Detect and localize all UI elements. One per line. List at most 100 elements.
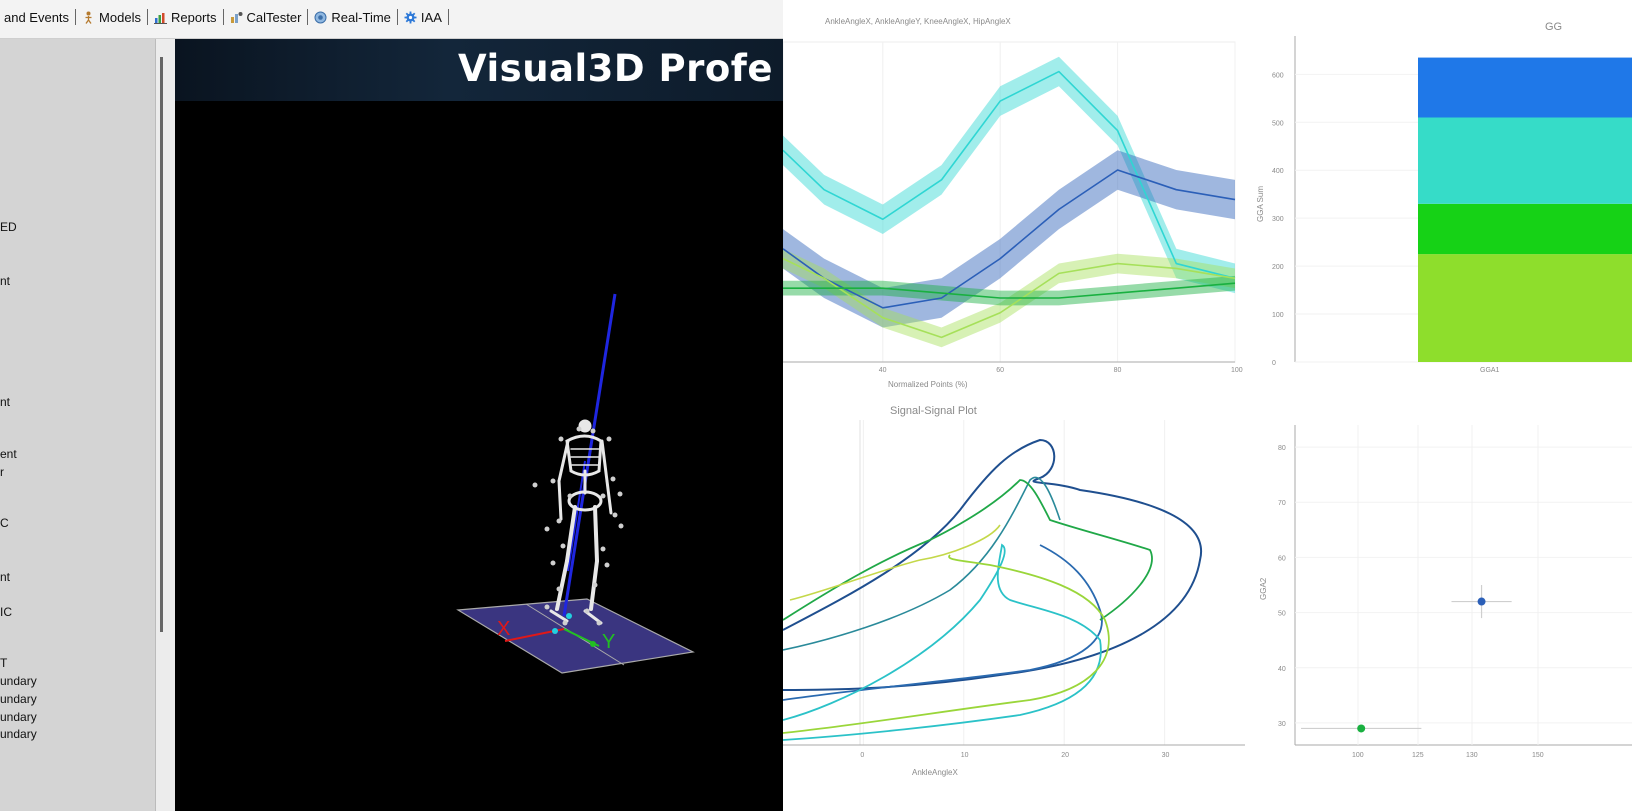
toolbar-separator	[147, 9, 148, 25]
chart-title: AnkleAngleX, AnkleAngleY, KneeAngleX, Hi…	[825, 17, 1011, 26]
toolbar-separator	[307, 9, 308, 25]
bar-segment-bar_lime	[1418, 254, 1632, 362]
x-tick-label: 100	[1231, 367, 1243, 374]
signal-signal-chart[interactable]: Signal-Signal Plot 0 10 20 30 AnkleAngleX	[783, 405, 1245, 777]
y-axis-label: GGA Sum	[1256, 186, 1265, 222]
y-axis-label: Y	[602, 631, 615, 653]
loop-cyan	[783, 545, 1101, 740]
toolbar-separator	[448, 9, 449, 25]
tree-item[interactable]: ent	[0, 447, 17, 461]
skeleton-scene[interactable]: X Y	[175, 101, 783, 811]
x-tick-label: 20	[1061, 752, 1069, 759]
caltester-icon	[230, 11, 243, 24]
y-tick-label: 30	[1278, 721, 1286, 728]
stacked-bar-chart[interactable]: GG 0 100 200 300 400 500 600 GGA Sum GGA1	[1256, 21, 1632, 374]
chart-title: GG	[1545, 21, 1562, 33]
tab-real-time-label: Real-Time	[331, 10, 390, 25]
loop-light-green	[783, 555, 1109, 733]
figure-icon	[82, 11, 95, 24]
x-tick-label: 150	[1532, 752, 1544, 759]
y-tick-label: 400	[1272, 168, 1284, 175]
signal-loops	[783, 440, 1201, 740]
x-tick-label: 80	[1114, 367, 1122, 374]
tab-models[interactable]: Models	[79, 10, 144, 25]
time-series-chart[interactable]: AnkleAngleX, AnkleAngleY, KneeAngleX, Hi…	[783, 17, 1243, 389]
y-tick-label: 200	[1272, 264, 1284, 271]
scatter-point-blue	[1478, 598, 1486, 606]
tree-item[interactable]: ED	[0, 220, 17, 234]
x-tick-label: GGA1	[1480, 367, 1500, 374]
tree-item[interactable]: nt	[0, 274, 10, 288]
x-tick-label: 0	[860, 752, 864, 759]
x-tick-label: 30	[1162, 752, 1170, 759]
x-tick-label: 60	[996, 367, 1004, 374]
toolbar-separator	[75, 9, 76, 25]
bar-segment-bar_green	[1418, 204, 1632, 254]
viewport-title: Visual3D Profe	[458, 47, 773, 90]
bar-segment-bar_cyan	[1418, 118, 1632, 204]
tree-item[interactable]: IC	[0, 605, 12, 619]
tree-item[interactable]: r	[0, 465, 4, 479]
x-axis-label: Normalized Points (%)	[888, 380, 968, 389]
tab-models-label: Models	[99, 10, 141, 25]
panel-splitter[interactable]	[155, 39, 176, 811]
y-tick-label: 0	[1272, 360, 1276, 367]
x-tick-label: 10	[961, 752, 969, 759]
toolbar-separator	[223, 9, 224, 25]
loop-blue-2	[783, 545, 1102, 700]
bar-segment-bar_blue	[1418, 58, 1632, 118]
force-plate	[458, 599, 693, 673]
y-tick-label: 300	[1272, 216, 1284, 223]
tab-events-label: and Events	[4, 10, 69, 25]
scatter-point-green	[1357, 724, 1365, 732]
tab-caltester[interactable]: CalTester	[227, 10, 305, 25]
chart-title: Signal-Signal Plot	[890, 405, 977, 417]
tree-item[interactable]: nt	[0, 570, 10, 584]
cop-marker	[590, 641, 596, 647]
force-vector	[564, 294, 615, 616]
x-tick-label: 100	[1352, 752, 1364, 759]
x-tick-label: 130	[1466, 752, 1478, 759]
tree-item[interactable]: undary	[0, 692, 37, 706]
tree-item[interactable]: nt	[0, 395, 10, 409]
tab-caltester-label: CalTester	[247, 10, 302, 25]
tab-real-time[interactable]: Real-Time	[311, 10, 393, 25]
tab-iaa[interactable]: IAA	[401, 10, 445, 25]
tab-reports-label: Reports	[171, 10, 217, 25]
toolbar-separator	[397, 9, 398, 25]
loop-teal	[783, 477, 1060, 650]
tree-item[interactable]: undary	[0, 674, 37, 688]
y-tick-label: 40	[1278, 666, 1286, 673]
y-tick-label: 80	[1278, 445, 1286, 452]
3d-viewport[interactable]: Visual3D Profe X Y	[175, 39, 783, 811]
tab-events[interactable]: and Events	[0, 10, 72, 25]
gear-icon	[404, 11, 417, 24]
x-axis-label: X	[497, 618, 510, 640]
tab-iaa-label: IAA	[421, 10, 442, 25]
scatter-chart[interactable]: 30 40 50 60 70 80 100 125 130 150 GGA2	[1259, 425, 1632, 759]
y-axis-label: GGA2	[1259, 577, 1268, 600]
y-tick-label: 70	[1278, 500, 1286, 507]
x-tick-label: 40	[879, 367, 887, 374]
tab-reports[interactable]: Reports	[151, 10, 220, 25]
workspace-tree-panel: ED nt nt ent r C nt IC T undary undary u…	[0, 39, 155, 811]
y-tick-label: 60	[1278, 555, 1286, 562]
y-tick-label: 50	[1278, 611, 1286, 618]
force-vector-secondary	[568, 461, 585, 571]
charts-panel: AnkleAngleX, AnkleAngleY, KneeAngleX, Hi…	[783, 0, 1632, 811]
cop-marker	[566, 613, 572, 619]
tree-item[interactable]: undary	[0, 710, 37, 724]
globe-icon	[314, 11, 327, 24]
x-axis-label: AnkleAngleX	[912, 768, 958, 777]
tree-item[interactable]: undary	[0, 727, 37, 741]
tree-item[interactable]: T	[0, 656, 7, 670]
cop-marker	[552, 628, 558, 634]
main-toolbar: and Events Models Reports CalTester Real…	[0, 0, 783, 39]
tree-item[interactable]: C	[0, 516, 9, 530]
vertical-scrollbar[interactable]	[160, 57, 163, 632]
x-tick-label: 125	[1412, 752, 1424, 759]
y-tick-label: 500	[1272, 120, 1284, 127]
toolbar-row: and Events Models Reports CalTester Real…	[0, 7, 452, 27]
y-tick-label: 100	[1272, 312, 1284, 319]
viewport-banner: Visual3D Profe	[175, 39, 783, 101]
